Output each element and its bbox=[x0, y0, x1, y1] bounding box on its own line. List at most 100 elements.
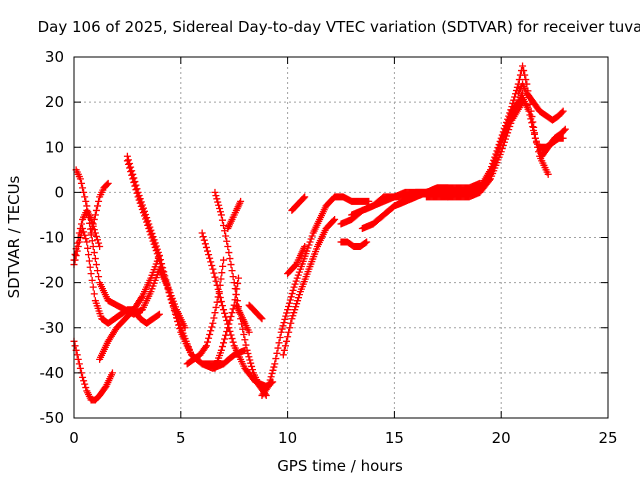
data-point bbox=[290, 283, 298, 291]
data-point bbox=[214, 198, 222, 206]
data-point bbox=[76, 224, 84, 232]
data-point bbox=[243, 346, 251, 354]
data-point bbox=[330, 217, 338, 225]
data-point bbox=[136, 199, 144, 207]
data-point bbox=[90, 249, 98, 257]
data-point bbox=[528, 113, 536, 121]
series-arc-10 bbox=[211, 274, 242, 372]
data-point bbox=[80, 377, 88, 385]
data-point bbox=[559, 107, 567, 115]
data-point bbox=[144, 221, 152, 229]
grid bbox=[74, 57, 608, 418]
data-point bbox=[560, 126, 568, 134]
y-tick-label: -10 bbox=[40, 229, 65, 247]
data-point bbox=[363, 238, 371, 246]
x-axis-label: GPS time / hours bbox=[277, 457, 403, 475]
data-point bbox=[227, 261, 235, 269]
data-point bbox=[532, 139, 540, 147]
series-arc-26 bbox=[476, 62, 552, 192]
data-point bbox=[173, 311, 181, 319]
data-point bbox=[218, 343, 226, 351]
data-point bbox=[162, 278, 170, 286]
data-point bbox=[142, 215, 150, 223]
data-point bbox=[275, 339, 283, 347]
series-arc-19 bbox=[288, 193, 309, 214]
data-point bbox=[81, 231, 89, 239]
data-point bbox=[226, 255, 234, 263]
data-point bbox=[520, 67, 528, 75]
data-point bbox=[93, 202, 101, 210]
data-point bbox=[225, 249, 233, 257]
series-arc-17 bbox=[279, 215, 339, 359]
y-tick-label: -40 bbox=[40, 364, 65, 382]
data-point bbox=[495, 141, 503, 149]
data-point bbox=[510, 96, 518, 104]
series-arc-8 bbox=[123, 157, 249, 368]
data-point bbox=[82, 384, 90, 392]
data-point bbox=[295, 294, 303, 302]
data-point bbox=[488, 163, 496, 171]
data-point bbox=[164, 285, 172, 293]
series-arc-12 bbox=[211, 188, 270, 399]
data-point bbox=[167, 295, 175, 303]
data-point bbox=[221, 335, 229, 343]
data-point bbox=[217, 346, 225, 354]
series-arc-18 bbox=[284, 243, 309, 278]
data-point bbox=[281, 315, 289, 323]
data-point bbox=[530, 123, 538, 131]
data-point bbox=[274, 344, 282, 352]
data-point bbox=[212, 192, 220, 200]
data-point bbox=[163, 281, 171, 289]
data-point bbox=[170, 305, 178, 313]
data-point bbox=[223, 237, 231, 245]
data-point bbox=[265, 379, 273, 387]
data-point bbox=[158, 263, 166, 271]
series-arc-6 bbox=[96, 252, 163, 363]
x-tick-label: 15 bbox=[385, 429, 404, 447]
data-point bbox=[269, 366, 277, 374]
data-point bbox=[507, 106, 515, 114]
data-point bbox=[220, 306, 228, 314]
data-point bbox=[89, 283, 97, 291]
data-point bbox=[287, 293, 295, 301]
data-point bbox=[208, 261, 216, 269]
data-point bbox=[331, 215, 339, 223]
data-point bbox=[103, 180, 111, 188]
data-point bbox=[519, 62, 527, 70]
data-point bbox=[80, 228, 88, 236]
data-point bbox=[531, 134, 539, 142]
data-point bbox=[73, 239, 81, 247]
data-point bbox=[130, 178, 138, 186]
data-point bbox=[509, 99, 517, 107]
data-point bbox=[493, 147, 501, 155]
data-point bbox=[301, 193, 309, 201]
axis-ticks: 0 5 10 15 20 25 -50 -40 -30 -20 -10 0 10 20 30 bbox=[40, 48, 618, 447]
data-point bbox=[272, 355, 280, 363]
data-point bbox=[200, 236, 208, 244]
data-point bbox=[134, 193, 142, 201]
data-point bbox=[205, 334, 213, 342]
data-point bbox=[257, 314, 265, 322]
data-point bbox=[155, 256, 163, 264]
data-point bbox=[229, 273, 237, 281]
data-point bbox=[209, 319, 217, 327]
data-point bbox=[289, 286, 297, 294]
data-point bbox=[104, 179, 112, 187]
data-point bbox=[128, 171, 136, 179]
data-point bbox=[168, 298, 176, 306]
data-point bbox=[133, 189, 141, 197]
data-point bbox=[499, 128, 507, 136]
series-arc-14 bbox=[232, 301, 253, 336]
data-point bbox=[513, 83, 521, 91]
data-point bbox=[123, 157, 131, 165]
data-point bbox=[148, 234, 156, 242]
series-arc-13 bbox=[224, 197, 245, 232]
data-point bbox=[529, 118, 537, 126]
data-point bbox=[284, 333, 292, 341]
data-point bbox=[233, 297, 241, 305]
data-point bbox=[300, 194, 308, 202]
data-point bbox=[212, 303, 220, 311]
data-point bbox=[211, 309, 219, 317]
data-point bbox=[544, 170, 552, 178]
